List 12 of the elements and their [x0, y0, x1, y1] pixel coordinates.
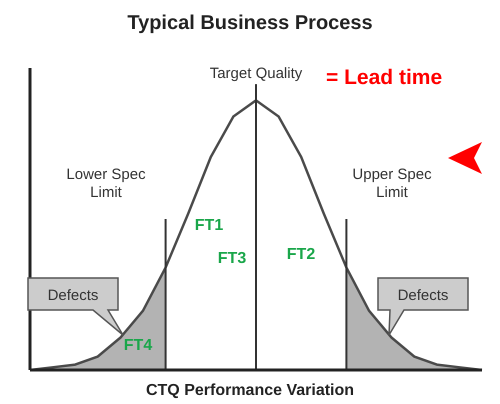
annotation: FT4 — [124, 337, 152, 354]
text: = Lead time — [326, 66, 442, 90]
annotation: FT2 — [286, 246, 316, 263]
x-axis-title: CTQ Performance Variation — [144, 382, 356, 400]
annotation: FT1 — [194, 217, 224, 234]
annotation: Defects — [398, 287, 448, 304]
annotation: Defects — [48, 287, 98, 304]
annotation: FT3 — [218, 250, 246, 267]
annotation: Upper Spec Limit — [352, 166, 432, 201]
chart-title: Typical Business Process — [126, 11, 374, 36]
annotation: Lower Spec Limit — [66, 166, 146, 201]
text: Target Quality — [210, 65, 303, 82]
